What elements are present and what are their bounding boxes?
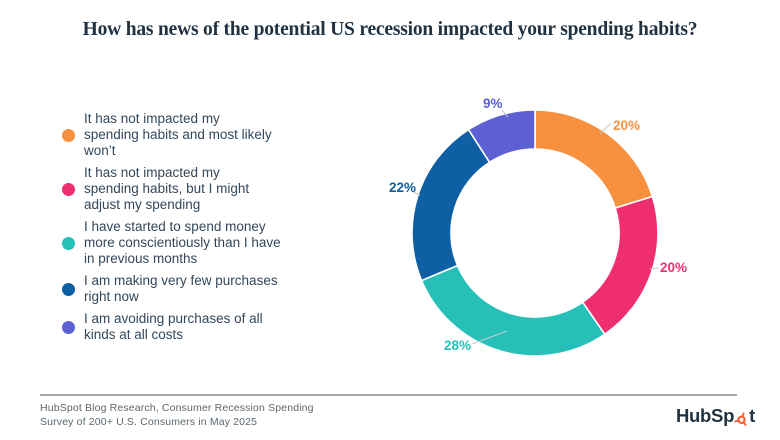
logo-text-suffix: t [749, 405, 755, 426]
logo-text-prefix: HubSp [676, 405, 735, 426]
donut-chart: 20% 20% 28% 22% 9% [389, 96, 687, 357]
legend-item-4: I am making very few purchases right now [62, 273, 312, 305]
slice-value-label-2: 20% [660, 260, 687, 275]
slice-value-label-5: 9% [483, 96, 503, 111]
legend-dot-icon [62, 236, 75, 250]
slice-value-label-3: 28% [444, 338, 471, 353]
source-line-2: Survey of 200+ U.S. Consumers in May 202… [40, 416, 258, 428]
label-leader-line-1 [599, 122, 612, 135]
legend-item-label: I am making very few purchases right now [84, 273, 278, 304]
label-leader-line-5 [501, 109, 509, 118]
hubspot-sprocket-icon [734, 411, 747, 426]
chart-legend: It has not impacted my spending habits a… [62, 111, 312, 349]
footer-divider [40, 394, 737, 396]
donut-slice-4 [411, 128, 491, 282]
legend-dot-icon [62, 320, 75, 334]
legend-item-label: It has not impacted my spending habits, … [84, 165, 250, 212]
label-leader-line-4 [412, 191, 421, 196]
source-attribution: HubSpot Blog Research, Consumer Recessio… [40, 401, 314, 429]
legend-item-label: It has not impacted my spending habits a… [84, 111, 272, 158]
donut-slice-2 [581, 195, 659, 336]
slice-value-label-4: 22% [389, 180, 416, 195]
legend-item-label: I am avoiding purchases of all kinds at … [84, 311, 263, 342]
donut-slice-5 [467, 109, 536, 164]
label-leader-line-2 [649, 267, 660, 270]
legend-dot-icon [62, 282, 75, 296]
legend-item-5: I am avoiding purchases of all kinds at … [62, 311, 312, 343]
legend-item-1: It has not impacted my spending habits a… [62, 111, 312, 159]
label-leader-line-3 [471, 330, 508, 345]
hubspot-logo: HubSp t [676, 405, 755, 427]
slice-value-label-1: 20% [613, 118, 640, 133]
legend-dot-icon [62, 182, 75, 196]
source-line-1: HubSpot Blog Research, Consumer Recessio… [40, 402, 314, 414]
chart-title: How has news of the potential US recessi… [82, 19, 698, 40]
legend-item-2: It has not impacted my spending habits, … [62, 165, 312, 213]
legend-item-3: I have started to spend money more consc… [62, 219, 312, 267]
legend-dot-icon [62, 128, 75, 142]
legend-item-label: I have started to spend money more consc… [84, 219, 281, 266]
